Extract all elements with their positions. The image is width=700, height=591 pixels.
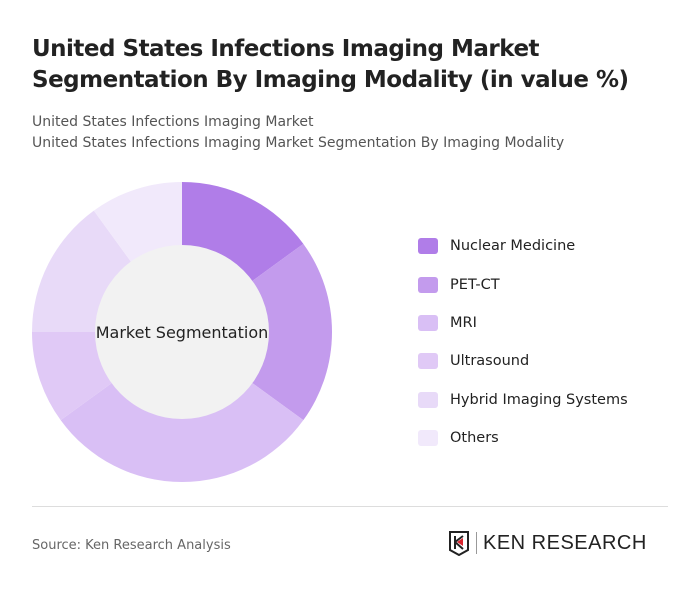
legend-label: Hybrid Imaging Systems [450,391,628,408]
chart-subtitle: United States Infections Imaging Market [32,114,314,130]
donut-hole [95,245,269,419]
legend-item: Nuclear Medicine [418,227,628,265]
legend-item: Hybrid Imaging Systems [418,381,628,419]
legend-swatch [418,391,438,408]
legend-item: PET-CT [418,265,628,303]
legend-item: Others [418,419,628,457]
legend-label: Others [450,430,499,447]
legend-swatch [418,238,438,255]
center-label: Market Segmentation [96,323,269,342]
legend-swatch [418,276,438,293]
legend-swatch [418,430,438,447]
legend: Nuclear Medicine PET-CT MRI Ultrasound Hybri… [418,227,628,457]
legend-item: MRI [418,304,628,342]
source-text: Source: Ken Research Analysis [32,538,231,553]
chart-subtitle-2: United States Infections Imaging Market … [32,135,565,151]
divider [32,506,668,507]
logo-text: KEN RESEARCH [483,531,647,554]
legend-swatch [418,314,438,331]
logo-icon [449,531,469,556]
legend-item: Ultrasound [418,342,628,380]
legend-swatch [418,353,438,370]
ken-research-logo: KEN RESEARCH [448,530,647,556]
chart-title: United States Infections Imaging Market … [32,36,629,93]
legend-label: PET-CT [450,276,500,293]
legend-label: MRI [450,314,477,331]
legend-label: Ultrasound [450,353,530,370]
legend-label: Nuclear Medicine [450,238,576,255]
